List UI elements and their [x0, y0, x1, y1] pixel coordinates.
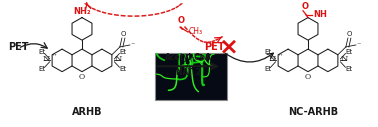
Text: O: O — [302, 2, 308, 11]
Text: ⁺⁺: ⁺⁺ — [278, 54, 284, 59]
Text: N: N — [341, 55, 348, 63]
Text: ARHB: ARHB — [72, 107, 102, 117]
Text: Et: Et — [120, 49, 127, 55]
Text: O: O — [305, 73, 311, 81]
Text: ⁻: ⁻ — [131, 41, 135, 50]
Text: Et: Et — [264, 49, 271, 55]
Text: Et: Et — [346, 49, 353, 55]
Text: O: O — [346, 31, 352, 37]
Text: PET: PET — [204, 42, 225, 52]
Text: NAT 2: NAT 2 — [176, 68, 201, 77]
Text: NC-ARHB: NC-ARHB — [288, 107, 338, 117]
Text: O: O — [178, 16, 184, 25]
Text: Et: Et — [38, 49, 45, 55]
Text: PET: PET — [8, 42, 28, 52]
FancyBboxPatch shape — [155, 53, 227, 100]
Text: NH₂: NH₂ — [73, 7, 91, 16]
Text: CH₃: CH₃ — [189, 27, 203, 36]
Text: NH: NH — [313, 10, 327, 19]
Text: N: N — [115, 55, 122, 63]
Text: O: O — [79, 73, 85, 81]
Text: Et: Et — [38, 66, 45, 72]
Text: ⁺⁺: ⁺⁺ — [52, 54, 58, 59]
Text: N: N — [268, 55, 276, 63]
Text: O: O — [120, 31, 125, 37]
Text: Et: Et — [346, 66, 353, 72]
Text: N: N — [42, 55, 50, 63]
Text: Et: Et — [264, 66, 271, 72]
Text: Et: Et — [120, 66, 127, 72]
Text: Acetyl-CoA: Acetyl-CoA — [165, 53, 212, 62]
Text: ⁻: ⁻ — [357, 41, 361, 50]
